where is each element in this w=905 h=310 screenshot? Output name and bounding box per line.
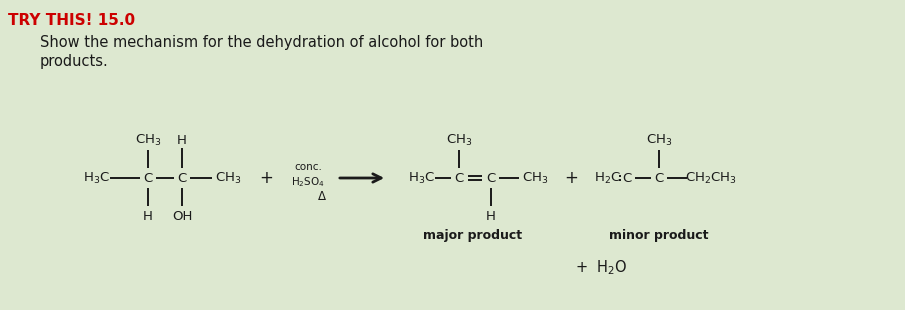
Text: C: C	[623, 171, 632, 184]
Text: +: +	[259, 169, 273, 187]
Text: conc.: conc.	[294, 162, 322, 172]
Text: TRY THIS! 15.0: TRY THIS! 15.0	[8, 13, 135, 28]
Text: $\mathregular{CH_3}$: $\mathregular{CH_3}$	[646, 132, 672, 148]
Text: $\mathregular{CH_3}$: $\mathregular{CH_3}$	[522, 170, 548, 186]
Text: $\mathregular{H_3C}$: $\mathregular{H_3C}$	[407, 170, 434, 186]
Text: $\mathregular{CH_3}$: $\mathregular{CH_3}$	[214, 170, 242, 186]
Text: $\mathregular{CH_3}$: $\mathregular{CH_3}$	[135, 132, 161, 148]
Text: C: C	[454, 171, 463, 184]
Text: $\Delta$: $\Delta$	[317, 189, 327, 202]
Text: +: +	[564, 169, 578, 187]
Text: major product: major product	[424, 229, 522, 242]
Text: C: C	[486, 171, 496, 184]
Text: $\mathregular{H_3C}$: $\mathregular{H_3C}$	[82, 170, 110, 186]
Text: H: H	[486, 210, 496, 223]
Text: minor product: minor product	[609, 229, 709, 242]
Text: $\mathregular{CH_3}$: $\mathregular{CH_3}$	[446, 132, 472, 148]
Text: H: H	[177, 134, 187, 147]
Text: Show the mechanism for the dehydration of alcohol for both: Show the mechanism for the dehydration o…	[40, 35, 483, 50]
Text: H: H	[143, 210, 153, 223]
Text: products.: products.	[40, 54, 109, 69]
Text: $\mathregular{CH_2CH_3}$: $\mathregular{CH_2CH_3}$	[685, 170, 737, 186]
Text: $\mathregular{H_2SO_4}$: $\mathregular{H_2SO_4}$	[291, 175, 325, 189]
Text: $\mathregular{+\ \ H_2O}$: $\mathregular{+\ \ H_2O}$	[575, 259, 627, 277]
Text: OH: OH	[172, 210, 192, 223]
Text: C: C	[143, 171, 153, 184]
Text: C: C	[654, 171, 663, 184]
Text: $\mathregular{H_2C}$: $\mathregular{H_2C}$	[594, 170, 621, 186]
Text: C: C	[177, 171, 186, 184]
